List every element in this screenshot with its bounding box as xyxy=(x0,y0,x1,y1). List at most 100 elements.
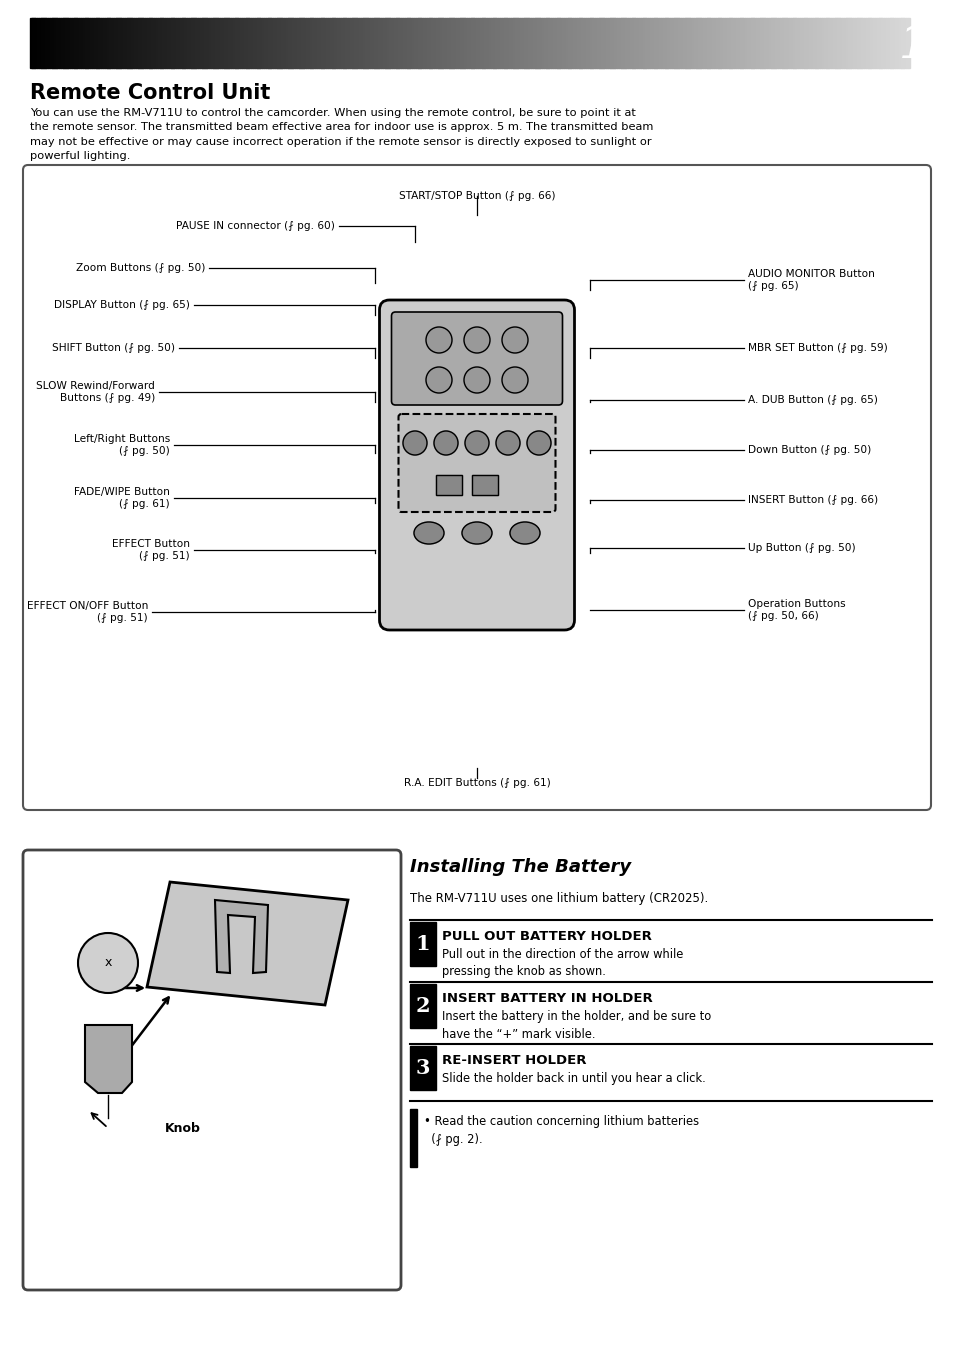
Bar xyxy=(810,18,813,68)
Bar xyxy=(305,18,308,68)
Text: R.A. EDIT Buttons (⨏ pg. 61): R.A. EDIT Buttons (⨏ pg. 61) xyxy=(403,778,550,789)
Bar xyxy=(548,18,551,68)
Bar xyxy=(70,18,72,68)
Bar xyxy=(91,18,94,68)
Bar xyxy=(854,18,857,68)
Text: Down Button (⨏ pg. 50): Down Button (⨏ pg. 50) xyxy=(747,444,870,455)
Bar xyxy=(907,18,909,68)
Circle shape xyxy=(78,934,138,993)
Text: Knob: Knob xyxy=(165,1122,201,1134)
Ellipse shape xyxy=(510,522,539,543)
Bar xyxy=(81,18,83,68)
Bar xyxy=(65,18,68,68)
Bar xyxy=(439,18,442,68)
Bar xyxy=(847,18,850,68)
Bar xyxy=(261,18,264,68)
Bar xyxy=(891,18,894,68)
Bar xyxy=(594,18,597,68)
Bar xyxy=(215,18,217,68)
Bar xyxy=(294,18,297,68)
Bar xyxy=(171,18,173,68)
Bar xyxy=(410,984,436,1028)
Bar xyxy=(662,18,665,68)
Bar xyxy=(211,18,213,68)
Text: The RM-V711U uses one lithium battery (CR2025).: The RM-V711U uses one lithium battery (C… xyxy=(410,892,707,905)
Bar xyxy=(859,18,862,68)
Bar xyxy=(679,18,682,68)
Bar xyxy=(713,18,716,68)
Bar xyxy=(135,18,138,68)
Bar xyxy=(417,18,420,68)
FancyBboxPatch shape xyxy=(379,299,574,630)
Bar xyxy=(457,18,460,68)
Circle shape xyxy=(501,367,527,393)
Bar xyxy=(545,18,548,68)
Bar xyxy=(481,18,484,68)
Bar xyxy=(375,18,378,68)
Bar xyxy=(164,18,167,68)
Polygon shape xyxy=(214,900,268,973)
Bar xyxy=(541,18,544,68)
Bar xyxy=(125,18,128,68)
Bar xyxy=(711,18,714,68)
Bar xyxy=(528,18,531,68)
Bar xyxy=(755,18,758,68)
Bar xyxy=(684,18,687,68)
Bar xyxy=(600,18,603,68)
Bar xyxy=(733,18,736,68)
Bar xyxy=(36,18,39,68)
Bar xyxy=(363,18,365,68)
Text: FADE/WIPE Button
(⨏ pg. 61): FADE/WIPE Button (⨏ pg. 61) xyxy=(74,488,170,508)
Bar xyxy=(30,18,32,68)
Bar xyxy=(378,18,381,68)
Bar xyxy=(839,18,841,68)
Bar xyxy=(96,18,99,68)
Text: INSERT BATTERY IN HOLDER: INSERT BATTERY IN HOLDER xyxy=(441,992,652,1005)
Bar xyxy=(217,18,220,68)
Bar xyxy=(746,18,749,68)
Bar xyxy=(372,18,375,68)
Bar xyxy=(226,18,229,68)
Bar xyxy=(129,18,132,68)
Bar xyxy=(340,18,343,68)
Bar xyxy=(273,18,275,68)
Bar xyxy=(558,18,561,68)
Bar xyxy=(206,18,209,68)
Bar xyxy=(78,18,81,68)
Bar xyxy=(867,18,870,68)
Bar xyxy=(209,18,212,68)
Bar xyxy=(469,18,471,68)
Bar xyxy=(821,18,823,68)
Bar xyxy=(308,18,311,68)
Bar xyxy=(618,18,621,68)
Bar xyxy=(651,18,654,68)
Bar xyxy=(797,18,800,68)
Bar xyxy=(392,18,394,68)
Bar xyxy=(264,18,266,68)
Bar xyxy=(671,18,674,68)
Bar xyxy=(46,18,48,68)
Text: RE-INSERT HOLDER: RE-INSERT HOLDER xyxy=(441,1054,586,1066)
Bar xyxy=(52,18,54,68)
Bar xyxy=(229,18,231,68)
Bar xyxy=(56,18,59,68)
Bar xyxy=(649,18,652,68)
Bar xyxy=(513,18,516,68)
Circle shape xyxy=(526,431,551,455)
Bar xyxy=(152,18,153,68)
Bar xyxy=(358,18,361,68)
Bar xyxy=(879,18,881,68)
Bar xyxy=(325,18,328,68)
Bar xyxy=(841,18,843,68)
Bar xyxy=(138,18,141,68)
Bar xyxy=(760,18,762,68)
Bar xyxy=(845,18,848,68)
Bar xyxy=(382,18,385,68)
Bar xyxy=(332,18,335,68)
Bar xyxy=(323,18,326,68)
Text: Zoom Buttons (⨏ pg. 50): Zoom Buttons (⨏ pg. 50) xyxy=(75,263,205,272)
Bar xyxy=(629,18,632,68)
Bar xyxy=(884,18,887,68)
Bar xyxy=(259,18,262,68)
Bar xyxy=(224,18,227,68)
